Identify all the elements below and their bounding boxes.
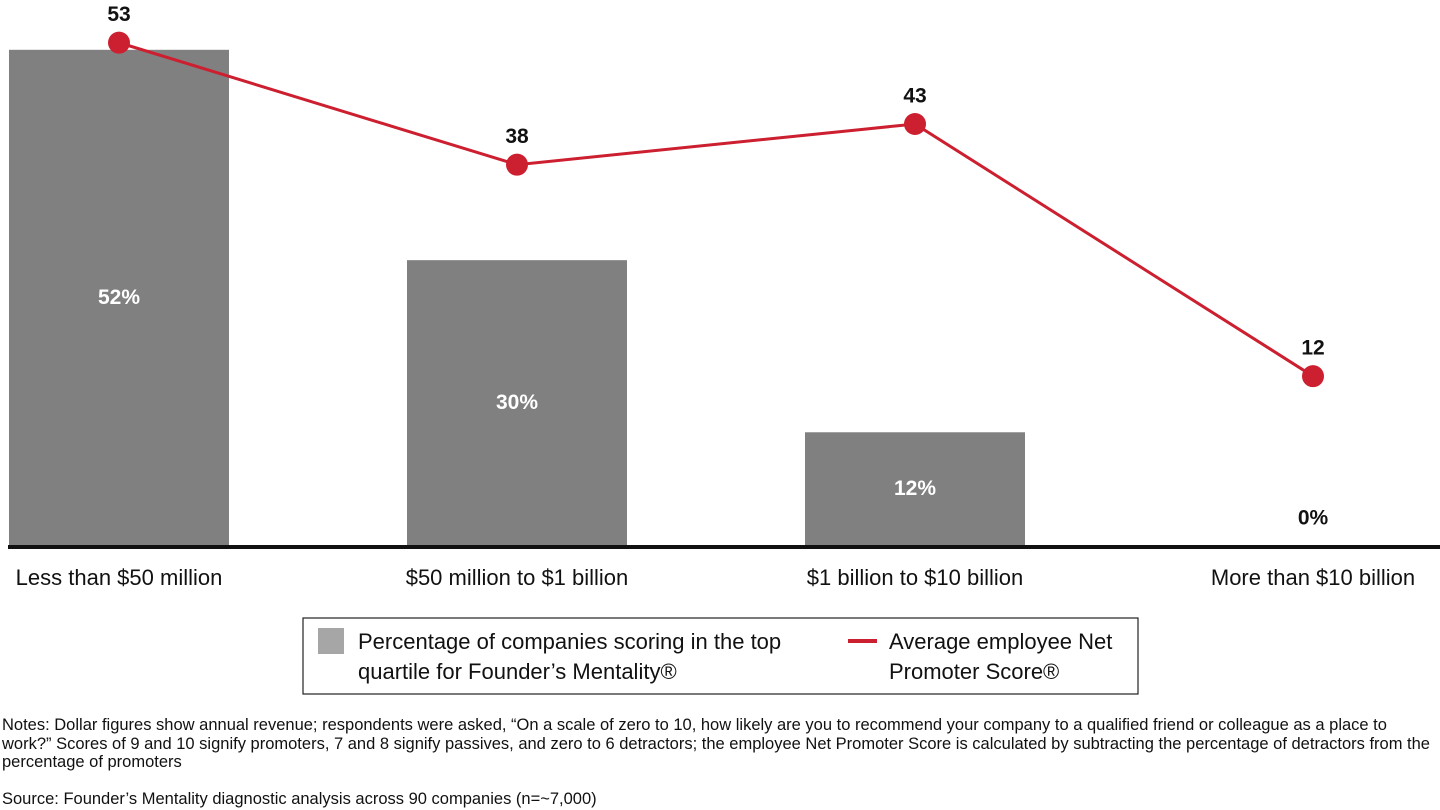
data-label: 30% [496, 391, 538, 414]
source: Source: Founder’s Mentality diagnostic a… [2, 790, 597, 808]
point [904, 113, 926, 136]
bar [407, 260, 627, 547]
bar [805, 432, 1025, 547]
x-tick-label: Less than $50 million [16, 565, 223, 590]
data-label: 0% [1298, 507, 1329, 530]
x-tick-label: $50 million to $1 billion [406, 565, 629, 590]
legend-label: Percentage of companies scoring in the t… [358, 629, 782, 684]
point [1302, 365, 1324, 388]
point [506, 153, 528, 176]
line [118, 41, 1314, 378]
data-label: 53 [107, 3, 130, 26]
legend-label: Average employee Net Promoter Score® [889, 629, 1113, 684]
data-label: 43 [903, 85, 926, 108]
legend-box [302, 617, 1139, 695]
data-label: 38 [505, 125, 529, 148]
data-label: 12% [894, 477, 936, 500]
notes: Notes: Dollar figures show annual revenu… [2, 716, 1430, 771]
bar [9, 49, 229, 548]
data-label: 12 [1301, 337, 1324, 360]
data-label: 52% [98, 286, 140, 309]
x-tick-label: $1 billion to $10 billion [807, 565, 1024, 590]
x-tick-label: More than $10 billion [1211, 565, 1415, 590]
legend-swatch [318, 628, 344, 654]
point [108, 31, 130, 54]
